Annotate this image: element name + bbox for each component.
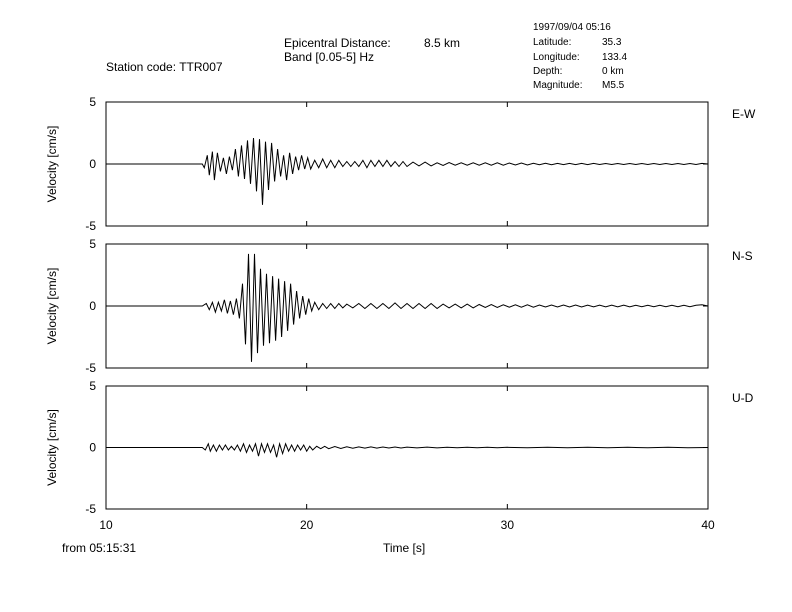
longitude-value: 133.4	[602, 52, 628, 63]
y-tick-label: 5	[89, 237, 96, 251]
component-label: N-S	[732, 249, 753, 263]
series-trace	[106, 253, 709, 362]
x-tick-label: 10	[99, 518, 113, 532]
component-label: U-D	[732, 391, 754, 405]
y-tick-label: 0	[89, 299, 96, 313]
component-label: E-W	[732, 107, 756, 121]
y-tick-label: -5	[85, 219, 96, 233]
y-tick-label: 5	[89, 379, 96, 393]
depth-value: 0 km	[602, 66, 624, 77]
epicentral-distance-label: Epicentral Distance:	[284, 36, 391, 50]
y-tick-label: 5	[89, 95, 96, 109]
series-trace	[106, 441, 709, 458]
depth-label: Depth:	[533, 66, 563, 77]
y-tick-label: -5	[85, 502, 96, 516]
y-axis-label: Velocity [cm/s]	[45, 126, 59, 203]
epicentral-distance-value: 8.5 km	[424, 36, 461, 50]
y-axis-label: Velocity [cm/s]	[45, 409, 59, 486]
series-trace	[106, 137, 709, 205]
station-label: Station code: TTR007	[106, 60, 223, 74]
band-label: Band [0.05-5] Hz	[284, 50, 375, 64]
longitude-label: Longitude:	[533, 52, 580, 63]
x-axis-label: Time [s]	[383, 541, 426, 555]
x-tick-label: 40	[701, 518, 715, 532]
start-time: from 05:15:31	[62, 541, 137, 555]
latitude-value: 35.3	[602, 37, 622, 48]
magnitude-label: Magnitude:	[533, 80, 583, 91]
x-tick-label: 20	[300, 518, 314, 532]
magnitude-value: M5.5	[602, 80, 625, 91]
y-tick-label: 0	[89, 157, 96, 171]
station-label-text: Station code:	[106, 60, 177, 74]
x-tick-label: 30	[501, 518, 515, 532]
y-tick-label: -5	[85, 361, 96, 375]
station-code: TTR007	[179, 60, 223, 74]
event-datetime: 1997/09/04 05:16	[533, 22, 611, 33]
y-tick-label: 0	[89, 441, 96, 455]
latitude-label: Latitude:	[533, 37, 572, 48]
y-axis-label: Velocity [cm/s]	[45, 268, 59, 345]
